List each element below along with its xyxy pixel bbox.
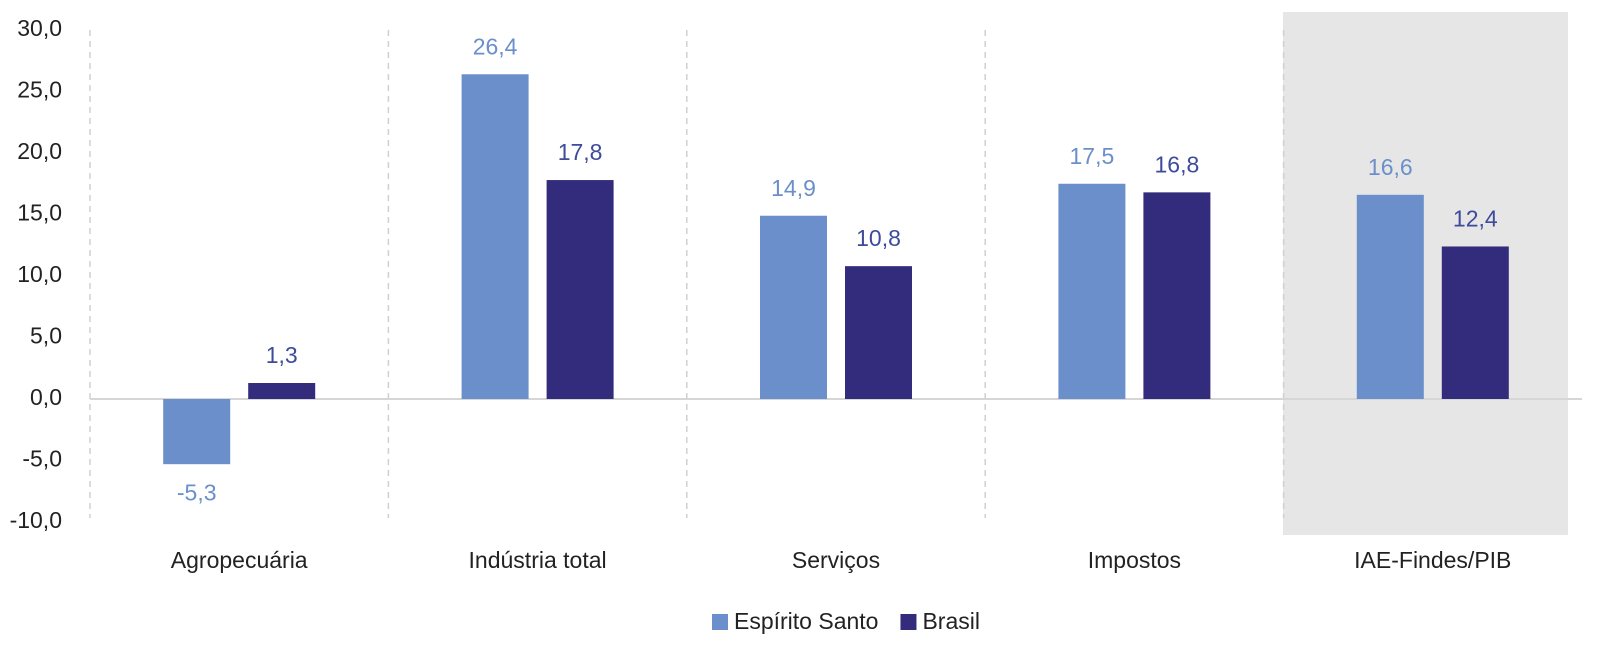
x-tick-label: Impostos <box>1088 547 1181 573</box>
legend-swatch <box>900 614 917 630</box>
x-tick-label: Serviços <box>792 547 880 573</box>
legend-label: Brasil <box>922 608 980 634</box>
value-label: 14,9 <box>771 175 816 201</box>
bar <box>461 74 529 399</box>
y-tick-label: 20,0 <box>17 138 62 164</box>
y-tick-label: 25,0 <box>17 77 62 103</box>
y-tick-label: 5,0 <box>30 323 62 349</box>
bar <box>1356 194 1424 399</box>
x-tick-label: Indústria total <box>469 547 607 573</box>
value-label: 26,4 <box>473 33 518 59</box>
bar <box>1143 192 1211 399</box>
value-label: 17,8 <box>558 139 603 165</box>
y-tick-label: 10,0 <box>17 261 62 287</box>
bar <box>248 383 316 399</box>
y-tick-label: -10,0 <box>10 507 62 533</box>
value-label: 16,6 <box>1368 154 1413 180</box>
highlight-band <box>1283 12 1568 535</box>
bar <box>163 399 231 465</box>
bar <box>760 215 827 399</box>
value-label: 16,8 <box>1155 151 1200 177</box>
bar <box>1441 246 1509 399</box>
y-tick-label: -5,0 <box>22 446 62 472</box>
y-tick-label: 15,0 <box>17 200 62 226</box>
bar <box>845 266 912 399</box>
value-label: 12,4 <box>1453 206 1498 232</box>
bar <box>546 180 614 399</box>
value-label: 1,3 <box>266 342 298 368</box>
value-label: -5,3 <box>177 479 217 505</box>
value-label: 17,5 <box>1070 143 1115 169</box>
y-tick-label: 0,0 <box>30 384 62 410</box>
legend-swatch <box>712 614 728 630</box>
y-tick-label: 30,0 <box>17 15 62 41</box>
legend-label: Espírito Santo <box>734 608 878 634</box>
x-tick-label: IAE-Findes/PIB <box>1354 547 1511 573</box>
bar <box>1058 183 1126 399</box>
value-label: 10,8 <box>856 225 901 251</box>
x-tick-label: Agropecuária <box>171 547 308 573</box>
